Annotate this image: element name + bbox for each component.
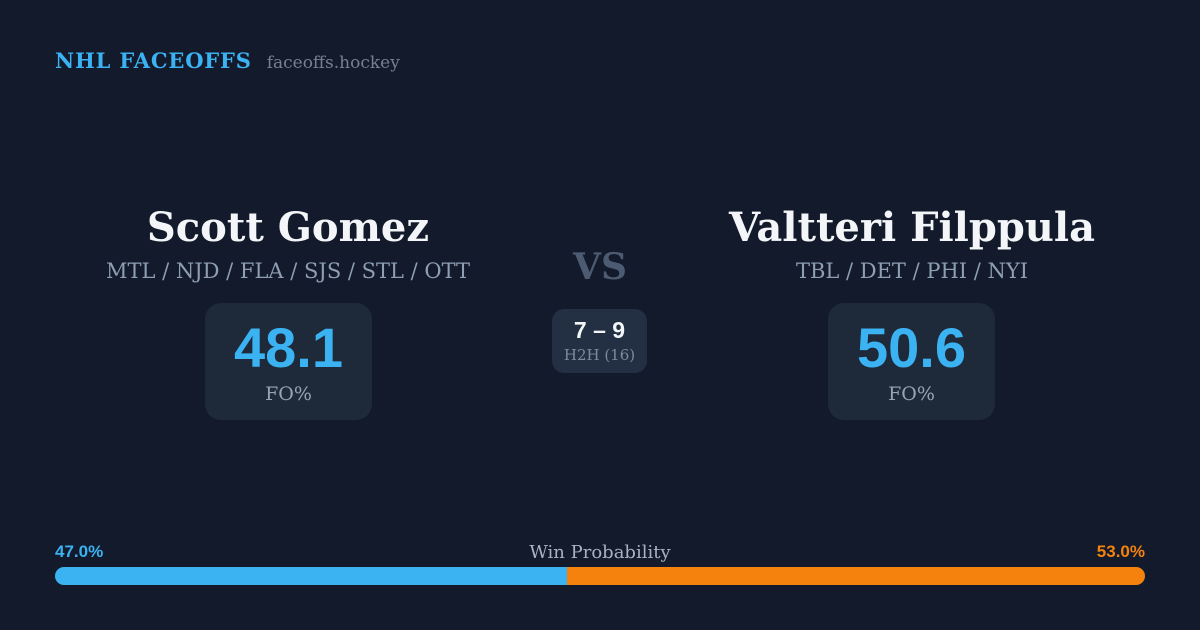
vs-label: VS [573, 246, 627, 288]
win-prob-right-value: 53.0% [1096, 542, 1145, 561]
h2h-label: H2H (16) [563, 346, 636, 364]
win-prob-bar [55, 567, 1145, 585]
win-prob-bar-right-segment [567, 567, 1145, 585]
player-left-fo-pct: 48.1 [234, 315, 343, 379]
player-left-fo-label: FO% [265, 382, 312, 405]
player-left-teams: MTL / NJD / FLA / SJS / STL / OTT [105, 259, 471, 283]
brand-title: NHL FACEOFFS [55, 48, 252, 73]
player-left-name: Scott Gomez [146, 204, 430, 251]
player-right-stat-card: 50.6 FO% [828, 303, 995, 420]
site-url: faceoffs.hockey [266, 53, 400, 73]
h2h-card: 7 – 9 H2H (16) [552, 309, 647, 373]
player-right-fo-pct: 50.6 [857, 315, 966, 379]
win-prob-bar-left-segment [55, 567, 568, 585]
player-right-teams: TBL / DET / PHI / NYI [795, 259, 1029, 283]
header: NHL FACEOFFS faceoffs.hockey [55, 48, 400, 73]
h2h-record: 7 – 9 [573, 317, 626, 343]
win-prob-left-value: 47.0% [55, 542, 104, 561]
player-right-fo-label: FO% [888, 382, 935, 405]
win-prob-title: Win Probability [529, 542, 671, 563]
player-left-stat-card: 48.1 FO% [205, 303, 372, 420]
player-right-name: Valtteri Filppula [729, 204, 1095, 251]
